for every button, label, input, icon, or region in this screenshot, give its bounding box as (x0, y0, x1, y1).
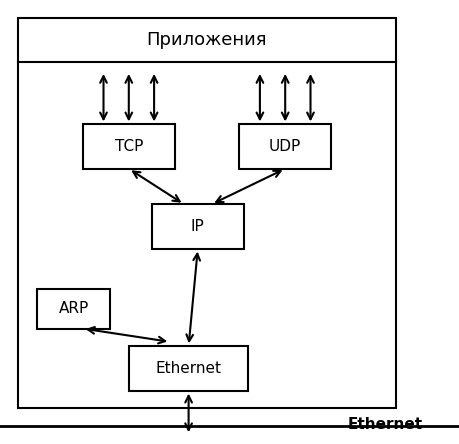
Text: Ethernet: Ethernet (155, 361, 221, 376)
Text: Приложения: Приложения (146, 31, 267, 49)
Text: Ethernet: Ethernet (347, 416, 422, 432)
FancyBboxPatch shape (129, 346, 248, 391)
FancyBboxPatch shape (37, 289, 110, 329)
Text: UDP: UDP (269, 139, 301, 154)
Text: TCP: TCP (114, 139, 143, 154)
FancyBboxPatch shape (151, 204, 243, 249)
Text: ARP: ARP (58, 301, 89, 316)
FancyBboxPatch shape (83, 124, 174, 169)
Text: IP: IP (190, 219, 204, 234)
FancyBboxPatch shape (239, 124, 330, 169)
FancyBboxPatch shape (18, 18, 395, 408)
